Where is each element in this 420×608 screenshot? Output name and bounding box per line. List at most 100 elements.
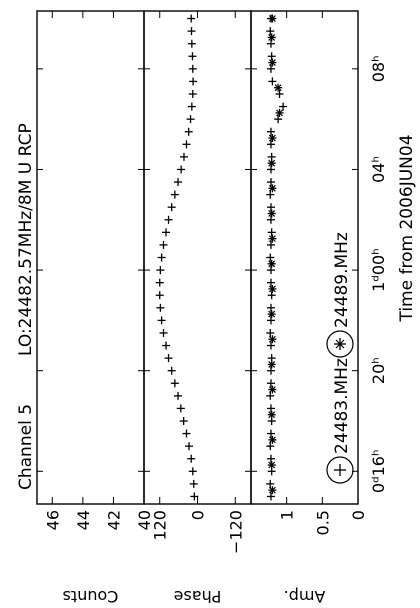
phase-point <box>170 190 179 199</box>
phase-point <box>156 303 165 312</box>
amp-series <box>267 14 284 495</box>
amp-point <box>274 83 283 92</box>
phase-point <box>190 492 199 501</box>
amp-point <box>267 259 276 268</box>
phase-point <box>189 479 198 488</box>
phase-point <box>182 140 191 149</box>
phase-point <box>157 253 166 262</box>
amp-frame <box>250 10 359 505</box>
x-tick-label: 04ʰ <box>369 156 388 183</box>
x-tick-label: 0ᵈ16ʰ <box>369 450 388 494</box>
phase-y-tick-label: 120 <box>151 510 170 541</box>
phase-point <box>188 90 197 99</box>
counts-y-tick-label: 44 <box>74 510 93 530</box>
phase-point <box>155 278 164 287</box>
amp-point <box>268 77 277 86</box>
amp-point <box>266 178 275 187</box>
phase-point <box>162 228 171 237</box>
counts-y-tick-label: 40 <box>135 510 154 530</box>
amp-point <box>275 108 284 117</box>
amp-point <box>268 14 277 23</box>
amp-point <box>266 165 275 174</box>
amp-point <box>266 203 275 212</box>
amp-point <box>266 253 275 262</box>
phase-point <box>177 165 186 174</box>
phase-point <box>159 328 168 337</box>
counts-y-tick-label: 46 <box>43 510 62 530</box>
phase-point <box>182 429 191 438</box>
phase-point <box>164 354 173 363</box>
amp-point <box>274 115 283 124</box>
counts-y-axis-label: Counts <box>63 587 119 606</box>
amp-point <box>266 140 275 149</box>
amp-series <box>266 14 288 501</box>
amp-point <box>267 461 276 470</box>
channel-title: Channel 5 <box>16 404 36 490</box>
amp-point <box>267 228 276 237</box>
phase-panel: 120 0 −120 Phase <box>143 10 252 606</box>
phase-point <box>187 454 196 463</box>
amp-point <box>266 215 275 224</box>
amp-point <box>266 391 275 400</box>
amp-point <box>267 52 276 61</box>
x-tick-labels: 0ᵈ16ʰ 20ʰ 1ᵈ00ʰ 04ʰ 08ʰ <box>369 55 388 493</box>
phase-point <box>188 64 197 73</box>
phase-point <box>189 77 198 86</box>
phase-series <box>155 14 199 501</box>
amp-point <box>275 90 284 99</box>
phase-point <box>155 291 164 300</box>
counts-y-tick-label: 42 <box>104 510 123 530</box>
legend-label: 24489.MHz <box>332 232 352 328</box>
amp-point <box>266 366 275 375</box>
counts-frame <box>36 10 145 505</box>
x-axis-label: Time from 2006JUN04 <box>397 134 417 322</box>
amp-point <box>266 316 275 325</box>
amp-point <box>267 33 276 42</box>
amp-point <box>266 39 275 48</box>
amp-point <box>267 159 276 168</box>
amp-point <box>266 492 275 501</box>
counts-panel: 40 42 44 46 Counts <box>36 10 154 606</box>
amp-point <box>266 303 275 312</box>
amp-y-tick-label: 0.5 <box>313 510 332 535</box>
amp-point <box>267 310 276 319</box>
phase-point <box>167 203 176 212</box>
amp-y-tick-label: 0 <box>349 510 368 520</box>
amp-point <box>266 429 275 438</box>
amp-y-tick-label: 1 <box>278 510 297 520</box>
amp-point <box>267 410 276 419</box>
legend: 24483.MHz 24489.MHz <box>326 232 354 484</box>
phase-y-axis-label: Phase <box>174 587 222 606</box>
amp-point <box>266 278 275 287</box>
phase-point <box>176 404 185 413</box>
amp-point <box>267 209 276 218</box>
amp-point <box>268 385 277 394</box>
amp-point <box>268 58 277 67</box>
phase-point <box>185 442 194 451</box>
phase-point <box>164 215 173 224</box>
phase-point <box>186 115 195 124</box>
amp-point <box>266 127 275 136</box>
amp-point <box>268 486 277 495</box>
phase-point <box>188 467 197 476</box>
phase-point <box>187 14 196 23</box>
amp-point <box>268 184 277 193</box>
amp-point <box>268 134 277 143</box>
phase-point <box>179 416 188 425</box>
amp-point <box>266 454 275 463</box>
phase-point <box>187 102 196 111</box>
phase-point <box>162 341 171 350</box>
phase-point <box>156 266 165 275</box>
amp-point <box>268 335 277 344</box>
phase-point <box>188 52 197 61</box>
lo-title: LO:24482.57MHz/8M U RCP <box>16 123 36 356</box>
amp-point <box>268 284 277 293</box>
amp-point <box>266 64 275 73</box>
amp-panel: 0 0.5 1 Amp. <box>250 10 368 606</box>
amp-point <box>268 234 277 243</box>
amp-point <box>266 341 275 350</box>
amp-point <box>266 442 275 451</box>
phase-point <box>187 27 196 36</box>
amp-point <box>266 479 275 488</box>
amp-point <box>268 435 277 444</box>
